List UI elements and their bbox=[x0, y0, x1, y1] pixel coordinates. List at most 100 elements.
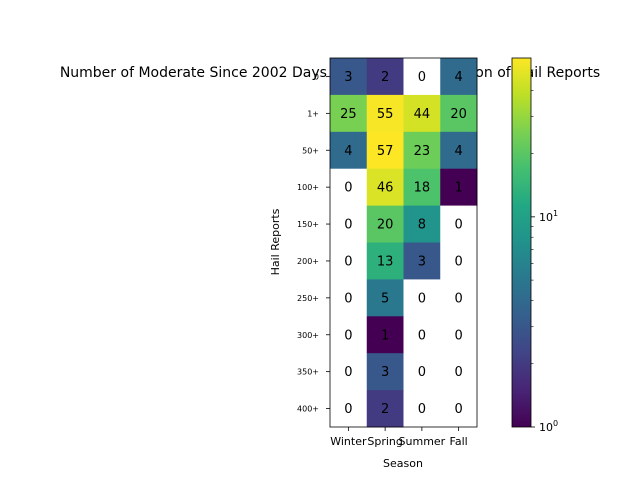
heatmap-cell bbox=[330, 168, 368, 206]
x-axis-label: Season bbox=[383, 457, 423, 470]
cell-value-label: 1 bbox=[381, 328, 389, 343]
heatmap-cell bbox=[366, 131, 404, 170]
heatmap-cell bbox=[440, 131, 478, 170]
heatmap-cell bbox=[403, 353, 441, 391]
heatmap-cell bbox=[330, 205, 368, 243]
heatmap-cell bbox=[330, 279, 368, 317]
heatmap-cell bbox=[330, 131, 368, 170]
heatmap-cell bbox=[440, 205, 478, 243]
cell-value-label: 0 bbox=[454, 254, 462, 269]
heatmap-cell bbox=[403, 279, 441, 317]
heatmap-cell bbox=[330, 316, 368, 354]
heatmap-cell bbox=[366, 94, 404, 133]
cell-value-label: 46 bbox=[377, 181, 394, 196]
heatmap-cell bbox=[366, 205, 404, 243]
heatmap-cell bbox=[403, 131, 441, 170]
heatmap-cell bbox=[403, 168, 441, 206]
y-axis-label: Hail Reports bbox=[269, 208, 282, 275]
heatmap-cell bbox=[440, 242, 478, 280]
heatmap-cell bbox=[403, 316, 441, 354]
cell-value-label: 0 bbox=[418, 365, 426, 380]
cell-value-label: 0 bbox=[344, 291, 352, 306]
heatmap-cell bbox=[440, 168, 478, 206]
cell-value-label: 2 bbox=[381, 402, 389, 417]
cell-value-label: 4 bbox=[454, 144, 462, 159]
y-tick-label: 400+ bbox=[297, 405, 319, 414]
heatmap-cell bbox=[440, 316, 478, 354]
cell-value-label: 3 bbox=[344, 70, 352, 85]
heatmap-cell bbox=[330, 390, 368, 428]
colorbar-gradient bbox=[511, 57, 532, 428]
cell-value-label: 0 bbox=[454, 365, 462, 380]
cell-value-label: 0 bbox=[418, 70, 426, 85]
heatmap-cell bbox=[366, 353, 404, 391]
heatmap-cell bbox=[403, 390, 441, 428]
cell-value-label: 0 bbox=[344, 402, 352, 417]
x-tick-label: Spring bbox=[367, 435, 403, 448]
heatmap-cell bbox=[366, 242, 404, 280]
plot-frame bbox=[329, 57, 478, 428]
cell-value-label: 0 bbox=[344, 254, 352, 269]
cell-value-label: 20 bbox=[450, 107, 467, 122]
x-tick-label: Summer bbox=[399, 435, 446, 448]
y-tick-label: 250+ bbox=[297, 294, 319, 303]
x-tick-label: Fall bbox=[450, 435, 468, 448]
cell-value-label: 0 bbox=[418, 402, 426, 417]
cell-value-label: 4 bbox=[344, 144, 352, 159]
heatmap-cell bbox=[403, 205, 441, 243]
cell-value-label: 8 bbox=[418, 218, 426, 233]
y-tick-label: 100+ bbox=[297, 183, 319, 192]
x-tick-label: Winter bbox=[330, 435, 367, 448]
cell-value-label: 44 bbox=[414, 107, 431, 122]
heatmap-cell bbox=[366, 390, 404, 428]
cell-value-label: 2 bbox=[381, 70, 389, 85]
cell-value-label: 0 bbox=[344, 328, 352, 343]
heatmap-cell bbox=[330, 353, 368, 391]
heatmap-cell bbox=[440, 279, 478, 317]
cell-value-label: 0 bbox=[418, 291, 426, 306]
y-tick-label: 150+ bbox=[297, 220, 319, 229]
colorbar-tick-label: 100 bbox=[539, 419, 558, 434]
cell-value-label: 57 bbox=[377, 144, 394, 159]
colorbar: 100 101 bbox=[511, 57, 558, 434]
heatmap-cell bbox=[330, 58, 368, 96]
y-tick-label: 1+ bbox=[307, 109, 319, 118]
y-axis-ticks: 0 1+ 50+ 100+ 150+ 200+ 250+ 300+ 350+ 400+ bbox=[297, 72, 330, 414]
cell-value-label: 0 bbox=[454, 218, 462, 233]
cell-value-label: 3 bbox=[418, 254, 426, 269]
heatmap-cell bbox=[366, 58, 404, 96]
cell-value-label: 3 bbox=[381, 365, 389, 380]
cell-value-label: 0 bbox=[454, 328, 462, 343]
cell-value-label: 4 bbox=[454, 70, 462, 85]
heatmap-cell bbox=[366, 316, 404, 354]
heatmap-cell bbox=[330, 94, 368, 133]
heatmap-cell bbox=[403, 94, 441, 133]
heatmap-cell bbox=[440, 390, 478, 428]
y-tick-label: 350+ bbox=[297, 368, 319, 377]
heatmap-cell bbox=[440, 353, 478, 391]
cell-value-label: 23 bbox=[414, 144, 431, 159]
heatmap-cell bbox=[440, 58, 478, 96]
cell-value-label: 1 bbox=[454, 181, 462, 196]
cell-value-label: 13 bbox=[377, 254, 394, 269]
heatmap-grid: 3 2 0 425 55 44 204 57 23 40 46 18 10 20 8 00 13 3 00 5 0 00 1… bbox=[329, 57, 478, 428]
y-tick-label: 300+ bbox=[297, 331, 319, 340]
heatmap-cell bbox=[403, 242, 441, 280]
heatmap-cell bbox=[403, 58, 441, 96]
cell-value-label: 0 bbox=[344, 181, 352, 196]
cell-value-label: 55 bbox=[377, 107, 394, 122]
heatmap-cell bbox=[366, 279, 404, 317]
y-tick-label: 0 bbox=[314, 72, 319, 81]
cell-value-label: 5 bbox=[381, 291, 389, 306]
cell-value-label: 0 bbox=[454, 291, 462, 306]
cell-value-label: 20 bbox=[377, 218, 394, 233]
cell-value-label: 25 bbox=[340, 107, 357, 122]
cell-value-label: 18 bbox=[414, 181, 431, 196]
cell-value-label: 0 bbox=[418, 328, 426, 343]
cell-value-label: 0 bbox=[454, 402, 462, 417]
y-tick-label: 200+ bbox=[297, 257, 319, 266]
heatmap-cell bbox=[440, 94, 478, 133]
y-tick-label: 50+ bbox=[302, 146, 319, 155]
